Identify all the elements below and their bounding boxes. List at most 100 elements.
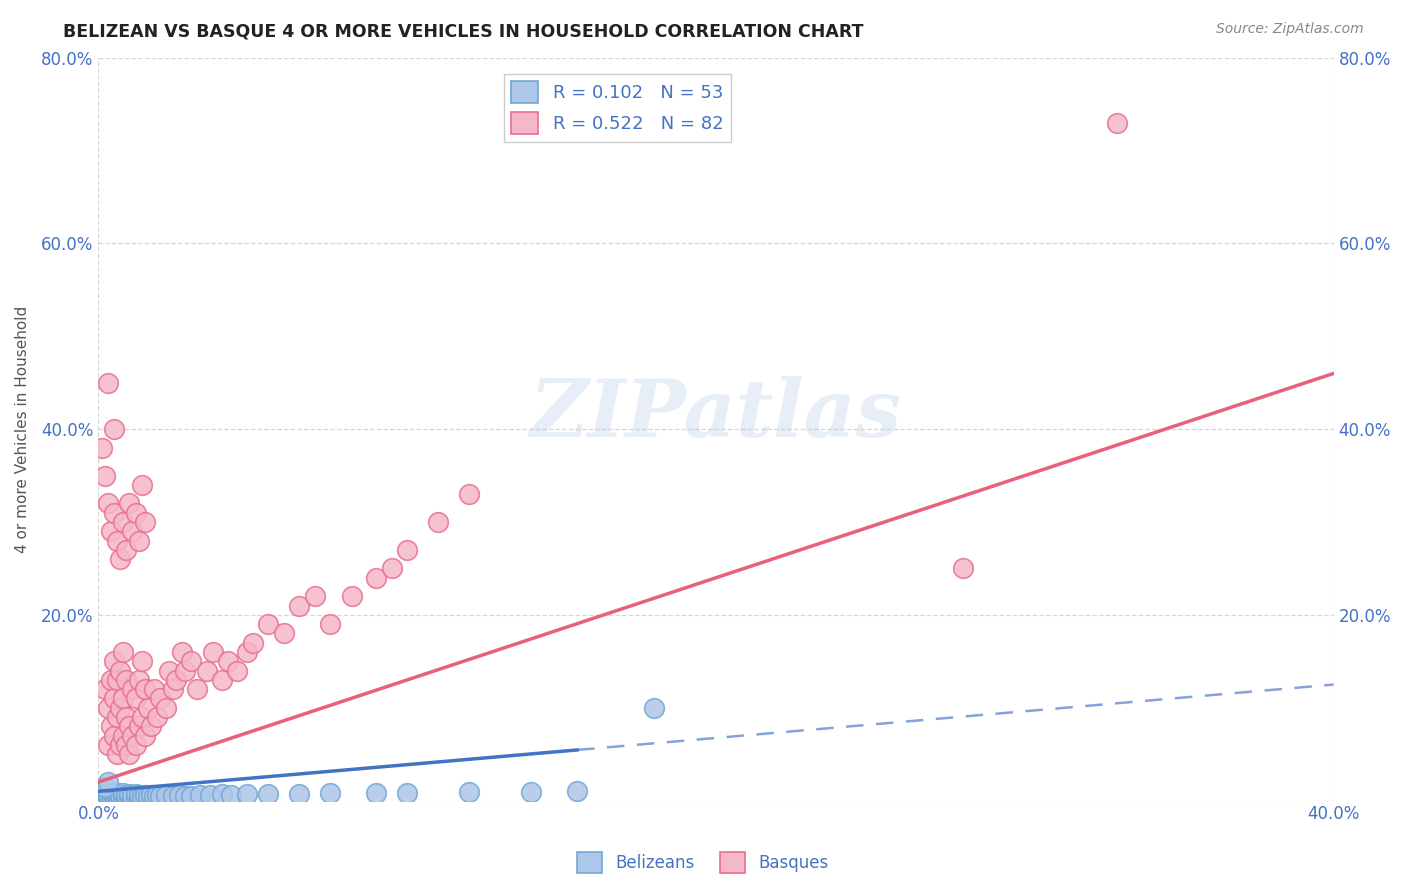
Point xyxy=(396,542,419,557)
Point xyxy=(105,710,128,724)
Point xyxy=(93,468,115,483)
Point xyxy=(340,590,363,604)
Point xyxy=(103,654,125,668)
Point xyxy=(257,617,280,632)
Point xyxy=(115,542,138,557)
Point xyxy=(159,664,181,678)
Point xyxy=(128,719,150,733)
Point xyxy=(235,645,257,659)
Point xyxy=(139,719,162,733)
Point xyxy=(118,719,141,733)
Point xyxy=(128,673,150,687)
Point xyxy=(100,524,122,539)
Point xyxy=(93,790,115,805)
Point xyxy=(146,710,169,724)
Legend: Belizeans, Basques: Belizeans, Basques xyxy=(571,846,835,880)
Point xyxy=(121,789,143,804)
Point xyxy=(103,506,125,520)
Point xyxy=(565,784,588,798)
Point xyxy=(520,785,543,799)
Point xyxy=(170,645,193,659)
Point xyxy=(112,729,135,743)
Point xyxy=(165,673,187,687)
Point xyxy=(180,654,202,668)
Point xyxy=(124,787,146,801)
Point xyxy=(105,786,128,800)
Point xyxy=(115,789,138,804)
Point xyxy=(97,376,120,390)
Point xyxy=(131,789,153,803)
Point xyxy=(105,673,128,687)
Point xyxy=(162,682,184,697)
Point xyxy=(97,496,120,510)
Point xyxy=(366,571,388,585)
Point xyxy=(458,785,481,799)
Point xyxy=(105,533,128,548)
Point xyxy=(108,552,131,566)
Point xyxy=(186,682,208,697)
Point xyxy=(103,789,125,804)
Y-axis label: 4 or more Vehicles in Household: 4 or more Vehicles in Household xyxy=(15,306,30,553)
Point xyxy=(143,789,166,803)
Point xyxy=(108,738,131,752)
Point xyxy=(167,788,190,802)
Point xyxy=(108,700,131,714)
Point xyxy=(100,785,122,799)
Point xyxy=(112,691,135,706)
Point xyxy=(115,710,138,724)
Point xyxy=(273,626,295,640)
Point xyxy=(124,691,146,706)
Point xyxy=(366,786,388,800)
Point xyxy=(155,700,177,714)
Point xyxy=(201,645,224,659)
Point xyxy=(100,673,122,687)
Point xyxy=(195,664,218,678)
Point xyxy=(124,789,146,803)
Point xyxy=(105,789,128,803)
Point xyxy=(427,515,450,529)
Legend: R = 0.102   N = 53, R = 0.522   N = 82: R = 0.102 N = 53, R = 0.522 N = 82 xyxy=(503,74,731,142)
Point xyxy=(108,789,131,804)
Point xyxy=(128,788,150,802)
Text: ZIPatlas: ZIPatlas xyxy=(530,376,903,453)
Point xyxy=(139,788,162,802)
Point xyxy=(103,691,125,706)
Point xyxy=(226,664,249,678)
Point xyxy=(100,789,122,803)
Point xyxy=(952,561,974,575)
Point xyxy=(115,788,138,802)
Point xyxy=(235,787,257,801)
Point xyxy=(319,617,342,632)
Point xyxy=(149,691,172,706)
Point xyxy=(155,788,177,802)
Point xyxy=(103,729,125,743)
Point xyxy=(146,788,169,802)
Point xyxy=(93,780,115,794)
Point xyxy=(112,789,135,803)
Point xyxy=(97,700,120,714)
Point xyxy=(136,700,159,714)
Point xyxy=(217,654,239,668)
Point xyxy=(319,786,342,800)
Point xyxy=(288,599,311,613)
Point xyxy=(90,441,112,455)
Point xyxy=(112,515,135,529)
Point xyxy=(131,654,153,668)
Point xyxy=(100,719,122,733)
Point xyxy=(108,664,131,678)
Point xyxy=(131,478,153,492)
Text: Source: ZipAtlas.com: Source: ZipAtlas.com xyxy=(1216,22,1364,37)
Point xyxy=(108,788,131,802)
Point xyxy=(304,590,326,604)
Point xyxy=(121,729,143,743)
Point xyxy=(131,710,153,724)
Point xyxy=(1107,116,1129,130)
Point xyxy=(118,496,141,510)
Point xyxy=(162,789,184,803)
Point xyxy=(124,738,146,752)
Point xyxy=(97,775,120,789)
Point xyxy=(112,645,135,659)
Point xyxy=(103,422,125,436)
Point xyxy=(134,682,156,697)
Point xyxy=(90,789,112,803)
